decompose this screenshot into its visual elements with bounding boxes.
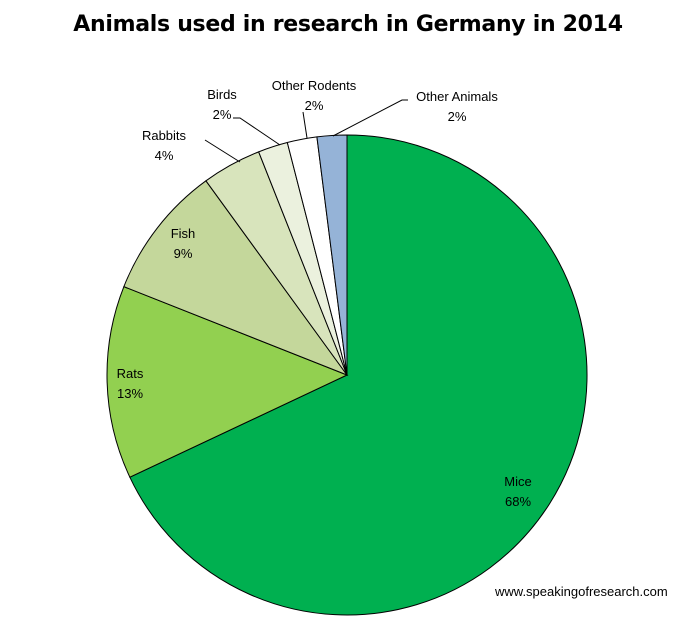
pie-slice-mice	[129, 134, 588, 616]
slice-label: Rabbits	[142, 128, 187, 143]
slice-label: Birds	[207, 87, 237, 102]
slice-label: Mice	[504, 474, 531, 489]
slice-percent-label: 2%	[448, 109, 467, 124]
leader-line	[332, 99, 408, 137]
leader-line	[204, 139, 241, 163]
slice-percent-label: 4%	[155, 148, 174, 163]
leader-line	[302, 111, 308, 139]
slice-label: Other Animals	[416, 89, 498, 104]
pie-slice-other-animals	[316, 134, 348, 376]
slice-percent-label: 9%	[174, 246, 193, 261]
pie-slice-rats	[106, 286, 349, 478]
slice-percent-label: 2%	[213, 107, 232, 122]
slice-label: Fish	[171, 226, 196, 241]
pie-slice-fish	[123, 180, 349, 377]
slice-label: Rats	[117, 366, 144, 381]
slice-label: Other Rodents	[272, 78, 357, 93]
slice-percent-label: 68%	[505, 494, 531, 509]
slice-percent-label: 13%	[117, 386, 143, 401]
chart-title: Animals used in research in Germany in 2…	[73, 12, 623, 37]
slice-percent-label: 2%	[305, 98, 324, 113]
leader-line	[233, 117, 281, 146]
credit-watermark: www.speakingofresearch.com	[495, 584, 668, 599]
